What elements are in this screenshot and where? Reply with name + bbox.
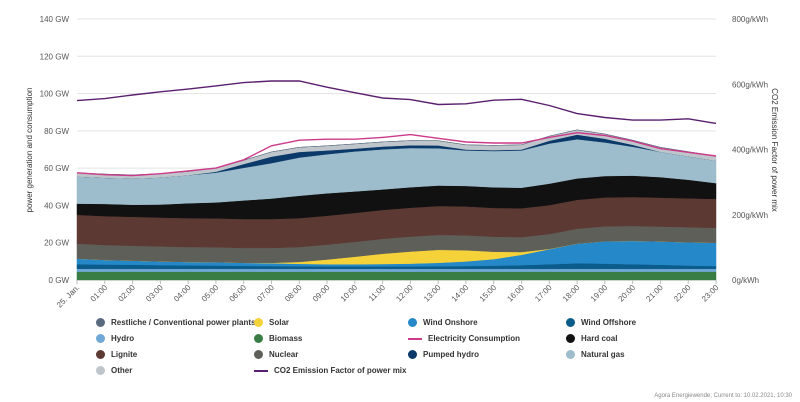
y2-tick-label: 200g/kWh <box>732 211 768 220</box>
area-hydro <box>76 268 717 272</box>
y-tick-label: 40 GW <box>44 201 69 210</box>
legend-item[interactable]: Hard coal <box>566 331 736 346</box>
x-tick-label: 11:00 <box>367 283 387 303</box>
line-series <box>76 80 717 177</box>
legend-label: Hydro <box>111 334 135 343</box>
legend-item[interactable]: Biomass <box>254 331 408 346</box>
legend-item[interactable]: Natural gas <box>566 347 736 362</box>
legend-swatch <box>96 366 105 375</box>
y-tick-label: 0 GW <box>49 276 70 285</box>
x-tick-label: 10:00 <box>339 283 360 304</box>
legend-label: Wind Offshore <box>581 318 637 327</box>
legend-swatch <box>408 337 422 340</box>
y-axis-right-ticks: 0g/kWh 200g/kWh 400g/kWh 600g/kWh 800g/kWh <box>732 15 768 285</box>
legend-swatch <box>96 350 105 359</box>
legend-item[interactable]: CO2 Emission Factor of power mix <box>254 363 408 378</box>
y-axis-left-title: power generation and consumption <box>25 88 34 213</box>
y-axis-right-title: CO2 Emission Factor of power mix <box>770 88 779 212</box>
legend-swatch <box>254 350 263 359</box>
y-tick-label: 100 GW <box>40 90 70 99</box>
legend-label: Pumped hydro <box>423 350 480 359</box>
legend-label: Nuclear <box>269 350 299 359</box>
legend-label: CO2 Emission Factor of power mix <box>274 366 407 375</box>
legend-item[interactable]: Solar <box>254 315 408 330</box>
legend-item[interactable]: Wind Onshore <box>408 315 566 330</box>
x-tick-label: 16:00 <box>505 283 526 304</box>
x-tick-label: 21:00 <box>644 283 665 304</box>
area-biomass <box>76 271 717 281</box>
legend-item[interactable]: Electricity Consumption <box>408 331 566 346</box>
y-tick-label: 80 GW <box>44 127 69 136</box>
legend-swatch <box>408 350 417 359</box>
energy-chart: 0 GW 20 GW 40 GW 60 GW 80 GW 100 GW 120 GW 140 … <box>25 15 779 310</box>
x-tick-label: 03:00 <box>144 283 165 304</box>
y2-tick-label: 600g/kWh <box>732 80 768 89</box>
legend-label: Solar <box>269 318 290 327</box>
line-co2-emission-factor-of-power-mix <box>76 80 717 125</box>
y-tick-label: 120 GW <box>40 52 70 61</box>
x-tick-label: 19:00 <box>589 283 610 304</box>
x-tick-label: 15:00 <box>478 283 499 304</box>
y-axis-left-ticks: 0 GW 20 GW 40 GW 60 GW 80 GW 100 GW 120 GW 140 … <box>40 15 70 285</box>
legend-swatch <box>254 318 263 327</box>
x-tick-label: 18:00 <box>561 283 582 304</box>
x-tick-label: 01:00 <box>89 283 110 304</box>
legend-label: Wind Onshore <box>423 318 478 327</box>
legend-item[interactable]: Lignite <box>96 347 254 362</box>
legend-item[interactable]: Restliche / Conventional power plants <box>96 315 256 330</box>
x-tick-label: 22:00 <box>672 283 693 304</box>
legend-swatch <box>408 318 417 327</box>
x-tick-label: 17:00 <box>533 283 554 304</box>
x-tick-label: 20:00 <box>617 283 638 304</box>
x-tick-label: 12:00 <box>394 283 415 304</box>
legend-label: Other <box>111 366 133 375</box>
x-tick-label: 07:00 <box>255 283 276 304</box>
legend-item[interactable]: Pumped hydro <box>408 347 566 362</box>
x-tick-label: 04:00 <box>172 283 193 304</box>
x-tick-label: 25. Jan. <box>55 283 81 309</box>
stacked-areas <box>76 129 717 281</box>
chart-legend: Restliche / Conventional power plants Sol… <box>96 315 736 378</box>
legend-swatch <box>254 334 263 343</box>
legend-swatch <box>96 318 105 327</box>
legend-swatch <box>96 334 105 343</box>
y-tick-label: 140 GW <box>40 15 70 24</box>
legend-item[interactable]: Other <box>96 363 254 378</box>
legend-label: Natural gas <box>581 350 625 359</box>
y-tick-label: 60 GW <box>44 164 69 173</box>
x-tick-label: 08:00 <box>283 283 304 304</box>
y-tick-label: 20 GW <box>44 239 69 248</box>
y2-tick-label: 800g/kWh <box>732 15 768 24</box>
y2-tick-label: 0g/kWh <box>732 276 759 285</box>
legend-item[interactable]: Nuclear <box>254 347 408 362</box>
legend-label: Electricity Consumption <box>428 334 521 343</box>
x-tick-label: 13:00 <box>422 283 443 304</box>
x-tick-label: 14:00 <box>450 283 471 304</box>
x-tick-label: 09:00 <box>311 283 332 304</box>
x-axis-ticks: 25. Jan. 01:00 02:00 03:00 04:00 05:00 06:00 07… <box>55 280 721 310</box>
legend-label: Lignite <box>111 350 138 359</box>
source-credit: Agora Energiewende; Current to: 10.02.20… <box>654 393 792 399</box>
legend-label: Restliche / Conventional power plants <box>111 318 256 327</box>
x-tick-label: 05:00 <box>200 283 221 304</box>
legend-swatch <box>566 334 575 343</box>
legend-swatch <box>566 350 575 359</box>
legend-label: Hard coal <box>581 334 618 343</box>
legend-swatch <box>254 369 268 372</box>
legend-label: Biomass <box>269 334 303 343</box>
legend-item[interactable]: Hydro <box>96 331 254 346</box>
legend-item[interactable]: Wind Offshore <box>566 315 736 330</box>
y2-tick-label: 400g/kWh <box>732 146 768 155</box>
line-electricity-consumption <box>76 131 717 177</box>
legend-swatch <box>566 318 575 327</box>
x-tick-label: 02:00 <box>116 283 137 304</box>
x-tick-label: 23:00 <box>700 283 721 304</box>
x-tick-label: 06:00 <box>228 283 249 304</box>
